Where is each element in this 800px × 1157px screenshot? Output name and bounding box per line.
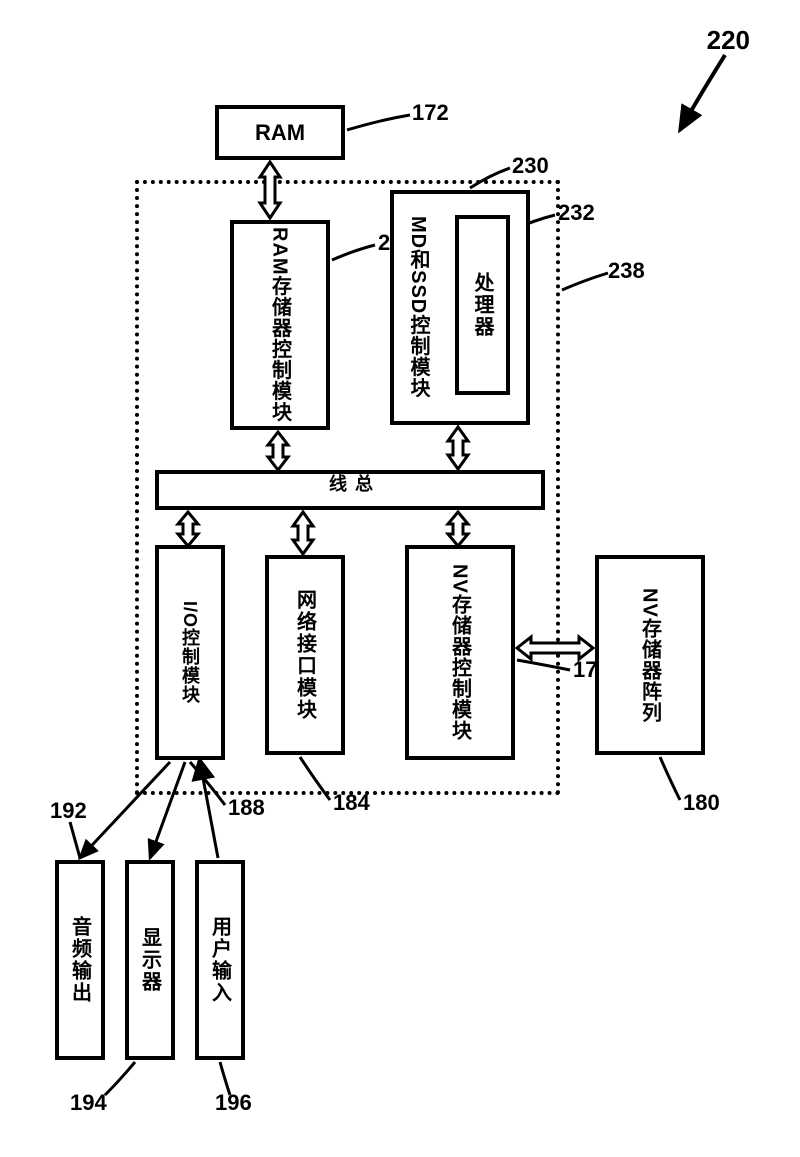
userin-ref: 196: [215, 1090, 252, 1116]
processor-ref: 232: [558, 200, 595, 226]
io-ctrl-ref: 188: [228, 795, 265, 821]
audio-label: 音频输出: [66, 916, 95, 1004]
ram-ctrl-label: RAM存储器控制模块: [266, 227, 295, 423]
ram-ref: 172: [412, 100, 449, 126]
ram-ctrl-box: RAM存储器控制模块: [230, 220, 330, 430]
net-ref: 184: [333, 790, 370, 816]
audio-box: 音频输出: [55, 860, 105, 1060]
mdssd-label: MD和SSD控制模块: [404, 216, 433, 398]
nv-ctrl-box: NV存储器控制模块: [405, 545, 515, 760]
display-label: 显示器: [136, 927, 165, 993]
userin-box: 用户输入: [195, 860, 245, 1060]
ram-box: RAM: [215, 105, 345, 160]
audio-ref: 192: [50, 798, 87, 824]
nv-ctrl-label: NV存储器控制模块: [446, 564, 475, 741]
net-box: 网络接口模块: [265, 555, 345, 755]
io-ctrl-label: I/O控制模块: [177, 601, 203, 704]
display-box: 显示器: [125, 860, 175, 1060]
processor-box: 处理器: [455, 215, 510, 395]
nv-array-label: NV存储器阵列: [636, 588, 665, 723]
ram-label: RAM: [255, 120, 305, 146]
net-label: 网络接口模块: [291, 589, 320, 721]
dashed-ref-label: 238: [608, 258, 645, 284]
processor-label: 处理器: [468, 272, 497, 338]
io-ctrl-box: I/O控制模块: [155, 545, 225, 760]
bus-box: 总线: [155, 470, 545, 510]
mdssd-ref: 230: [512, 153, 549, 179]
nv-array-box: NV存储器阵列: [595, 555, 705, 755]
bus-label: 总线: [324, 474, 376, 506]
nv-array-ref: 180: [683, 790, 720, 816]
figure-ref-label: 220: [707, 25, 750, 56]
display-ref: 194: [70, 1090, 107, 1116]
diagram-canvas: 220: [0, 0, 800, 1157]
userin-label: 用户输入: [206, 916, 235, 1004]
